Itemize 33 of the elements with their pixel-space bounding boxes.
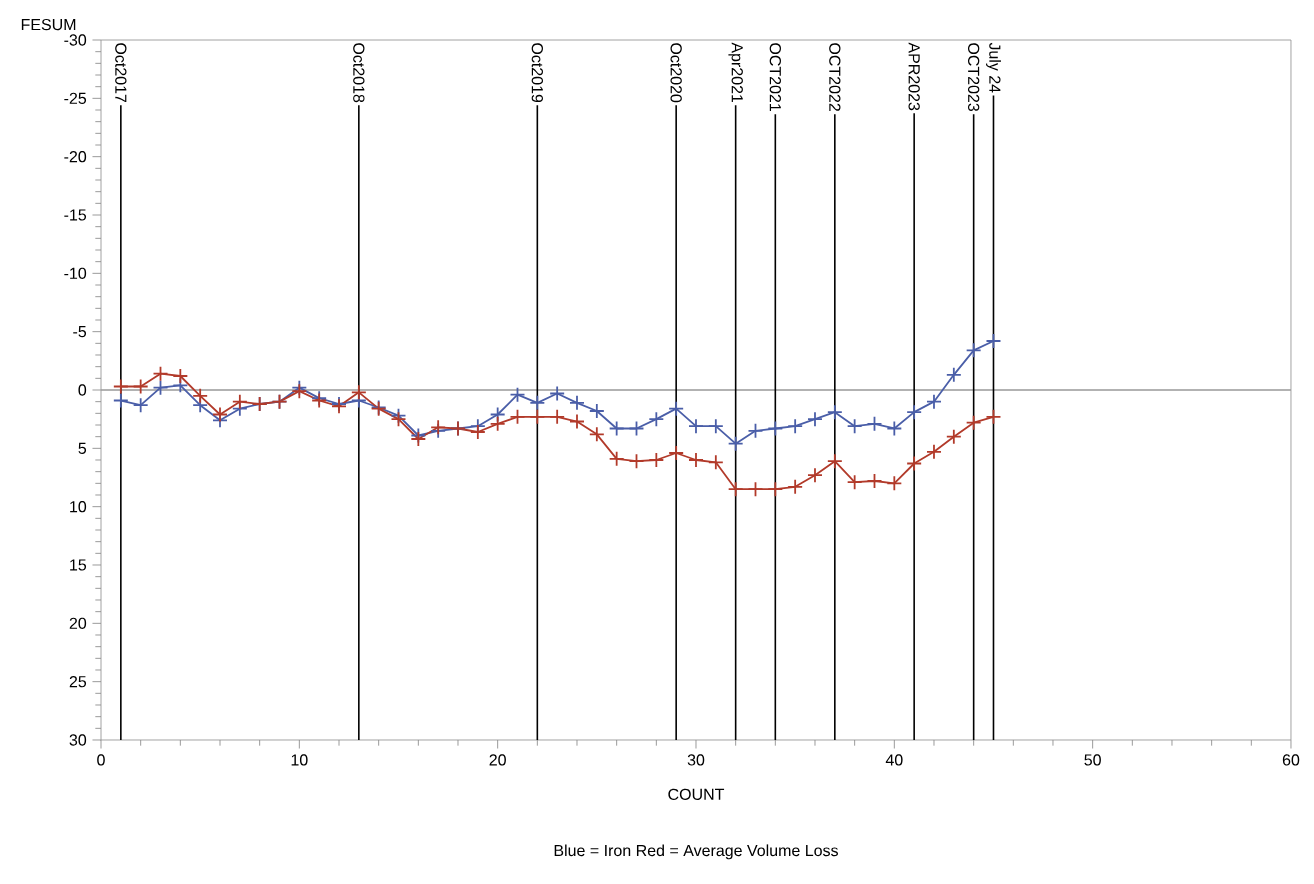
y-tick-label: 0 [78, 384, 87, 396]
x-tick-label: 20 [489, 754, 506, 766]
y-tick-label: -30 [64, 34, 87, 46]
y-tick-label: -10 [64, 267, 87, 279]
x-tick-label: 0 [97, 754, 105, 766]
ref-line-label: Apr2021 [728, 42, 743, 103]
ref-line-label: OCT2023 [967, 43, 980, 112]
y-tick-label: 5 [78, 442, 87, 454]
ref-line-label: Oct2018 [353, 43, 365, 103]
y-tick-label: -20 [64, 151, 87, 163]
text: Blue = Iron Red = Average Volume Loss [554, 844, 838, 860]
y-tick-label: 30 [69, 734, 87, 746]
y-tick-label: 15 [70, 559, 87, 571]
x-tick-label: 30 [687, 754, 705, 766]
y-tick-label: -5 [73, 326, 87, 338]
x-tick-label: 60 [1282, 754, 1300, 766]
y-axis-title: FESUM [21, 18, 76, 31]
ref-line-label: Oct2017 [115, 43, 127, 103]
ref-line-label: Oct2019 [531, 43, 543, 103]
ref-line-label: APR2023 [908, 42, 920, 111]
y-tick-label: -25 [64, 92, 87, 104]
y-tick-label: 25 [69, 676, 87, 688]
y-tick-label: 20 [69, 617, 87, 629]
y-tick-label: 10 [70, 501, 87, 513]
ref-line-label: July 24 [986, 42, 1001, 93]
x-axis-title: COUNT [668, 788, 725, 800]
x-tick-label: 50 [1084, 754, 1101, 766]
x-tick-label: 10 [291, 754, 308, 766]
x-tick-label: 40 [885, 754, 903, 766]
ref-line-label: OCT2021 [769, 43, 781, 111]
ref-line-label: OCT2022 [829, 43, 841, 111]
ref-line-label: Oct2020 [670, 43, 682, 103]
y-tick-label: -15 [64, 209, 87, 221]
